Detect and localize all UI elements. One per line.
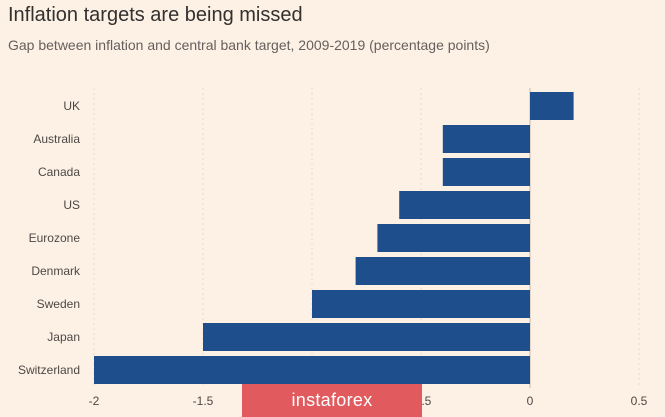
category-label: US — [63, 198, 80, 212]
x-tick-label: 0.5 — [631, 394, 648, 408]
bar — [377, 224, 530, 252]
category-labels: UK Australia Canada US Eurozone Denmark Sweden… — [18, 99, 81, 377]
bar — [442, 125, 530, 153]
chart-subtitle: Gap between inflation and central bank t… — [8, 37, 490, 53]
category-label: Sweden — [37, 297, 80, 311]
bar — [355, 257, 530, 285]
category-label: Eurozone — [29, 231, 81, 245]
category-label: Denmark — [31, 264, 81, 278]
bar — [442, 158, 530, 186]
chart-title: Inflation targets are being missed — [8, 4, 303, 26]
category-label: Australia — [33, 132, 80, 146]
watermark-text: instaforex — [291, 390, 373, 410]
bar — [94, 356, 530, 384]
x-tick-label: 0 — [527, 394, 534, 408]
bar — [203, 323, 530, 351]
category-label: Canada — [38, 165, 80, 179]
bars — [94, 92, 574, 384]
bar — [399, 191, 530, 219]
category-label: Japan — [47, 330, 80, 344]
bar — [530, 92, 574, 120]
x-tick-label: -2 — [89, 394, 100, 408]
category-label: UK — [63, 99, 80, 113]
watermark-badge: instaforex — [242, 384, 422, 417]
category-label: Switzerland — [18, 363, 80, 377]
x-tick-label: -1.5 — [193, 394, 214, 408]
bar — [312, 290, 530, 318]
